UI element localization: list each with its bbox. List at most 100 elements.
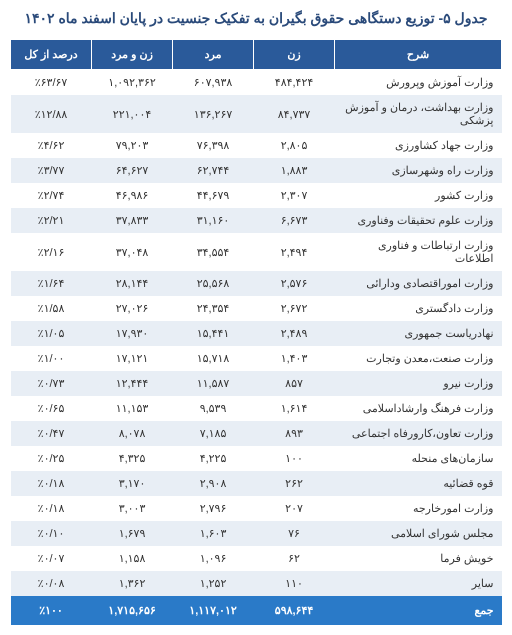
table-row: وزارت اموراقتصادی ودارائی۲,۵۷۶۲۵,۵۶۸۲۸,۱… (11, 271, 502, 296)
row-value: ٪۰/۰۸ (11, 571, 92, 596)
row-value: ۸۵۷ (254, 371, 335, 396)
table-row: وزارت صنعت،معدن وتجارت۱,۴۰۳۱۵,۷۱۸۱۷,۱۲۱٪… (11, 346, 502, 371)
row-value: ۷۶,۳۹۸ (173, 133, 254, 158)
row-value: ٪۰/۱۸ (11, 471, 92, 496)
col-header-total: زن و مرد (92, 40, 173, 70)
row-value: ۱۲,۴۴۴ (92, 371, 173, 396)
table-row: وزارت جهاد کشاورزی۲,۸۰۵۷۶,۳۹۸۷۹,۲۰۳٪۴/۶۲ (11, 133, 502, 158)
row-value: ٪۲/۷۴ (11, 183, 92, 208)
table-title: جدول ۵- توزیع دستگاهی حقوق بگیران به تفک… (10, 10, 502, 27)
table-row: خویش فرما۶۲۱,۰۹۶۱,۱۵۸٪۰/۰۷ (11, 546, 502, 571)
footer-female: ۵۹۸,۶۴۴ (254, 596, 335, 625)
table-row: وزارت علوم تحقیقات وفناوری۶,۶۷۳۳۱,۱۶۰۳۷,… (11, 208, 502, 233)
row-value: ٪۰/۲۵ (11, 446, 92, 471)
row-value: ٪۰/۷۳ (11, 371, 92, 396)
table-row: وزارت ارتباطات و فناوری اطلاعات۲,۴۹۴۳۴,۵… (11, 233, 502, 271)
row-value: ۴۴,۶۷۹ (173, 183, 254, 208)
row-value: ۱,۶۱۴ (254, 396, 335, 421)
row-desc: وزارت بهداشت، درمان و آموزش پزشکی (335, 95, 502, 133)
table-row: وزارت نیرو۸۵۷۱۱,۵۸۷۱۲,۴۴۴٪۰/۷۳ (11, 371, 502, 396)
row-value: ۸,۰۷۸ (92, 421, 173, 446)
row-value: ٪۱/۶۴ (11, 271, 92, 296)
distribution-table: شرح زن مرد زن و مرد درصد از کل وزارت آمو… (10, 39, 502, 625)
row-value: ۳۴,۵۵۴ (173, 233, 254, 271)
table-row: وزارت فرهنگ وارشاداسلامی۱,۶۱۴۹,۵۳۹۱۱,۱۵۳… (11, 396, 502, 421)
row-value: ۱۵,۷۱۸ (173, 346, 254, 371)
row-value: ۱۷,۱۲۱ (92, 346, 173, 371)
row-value: ۱۱,۱۵۳ (92, 396, 173, 421)
row-desc: قوه قضائیه (335, 471, 502, 496)
row-desc: وزارت علوم تحقیقات وفناوری (335, 208, 502, 233)
row-value: ۶۰۷,۹۳۸ (173, 70, 254, 96)
row-desc: وزارت راه وشهرسازی (335, 158, 502, 183)
row-value: ۲۲۱,۰۰۴ (92, 95, 173, 133)
row-desc: وزارت نیرو (335, 371, 502, 396)
table-row: وزارت تعاون،کارورفاه اجتماعی۸۹۳۷,۱۸۵۸,۰۷… (11, 421, 502, 446)
row-desc: مجلس شورای اسلامی (335, 521, 502, 546)
row-value: ٪۱/۰۰ (11, 346, 92, 371)
col-header-percent: درصد از کل (11, 40, 92, 70)
col-header-male: مرد (173, 40, 254, 70)
row-value: ۱,۰۹۲,۳۶۲ (92, 70, 173, 96)
table-row: نهادریاست جمهوری۲,۴۸۹۱۵,۴۴۱۱۷,۹۳۰٪۱/۰۵ (11, 321, 502, 346)
row-value: ۲۷,۰۲۶ (92, 296, 173, 321)
row-value: ۱۵,۴۴۱ (173, 321, 254, 346)
row-value: ۷۶ (254, 521, 335, 546)
row-desc: وزارت امورخارجه (335, 496, 502, 521)
table-footer-row: جمع ۵۹۸,۶۴۴ ۱,۱۱۷,۰۱۲ ۱,۷۱۵,۶۵۶ ٪۱۰۰ (11, 596, 502, 625)
row-value: ۱,۴۰۳ (254, 346, 335, 371)
row-value: ۳,۱۷۰ (92, 471, 173, 496)
row-desc: وزارت کشور (335, 183, 502, 208)
row-value: ۲,۵۷۶ (254, 271, 335, 296)
row-desc: نهادریاست جمهوری (335, 321, 502, 346)
row-value: ٪۰/۴۷ (11, 421, 92, 446)
row-value: ۲۶۲ (254, 471, 335, 496)
footer-percent: ٪۱۰۰ (11, 596, 92, 625)
row-value: ٪۶۳/۶۷ (11, 70, 92, 96)
table-row: وزارت دادگستری۲,۶۷۲۲۴,۳۵۴۲۷,۰۲۶٪۱/۵۸ (11, 296, 502, 321)
table-row: مجلس شورای اسلامی۷۶۱,۶۰۳۱,۶۷۹٪۰/۱۰ (11, 521, 502, 546)
row-value: ٪۰/۱۰ (11, 521, 92, 546)
row-desc: وزارت فرهنگ وارشاداسلامی (335, 396, 502, 421)
row-desc: سایر (335, 571, 502, 596)
row-value: ۲,۴۸۹ (254, 321, 335, 346)
row-value: ۱,۱۵۸ (92, 546, 173, 571)
row-value: ۲,۹۰۸ (173, 471, 254, 496)
row-desc: وزارت دادگستری (335, 296, 502, 321)
row-value: ۳۱,۱۶۰ (173, 208, 254, 233)
table-row: وزارت راه وشهرسازی۱,۸۸۳۶۲,۷۴۴۶۴,۶۲۷٪۳/۷۷ (11, 158, 502, 183)
row-value: ۱,۸۸۳ (254, 158, 335, 183)
row-value: ٪۲/۲۱ (11, 208, 92, 233)
row-value: ۳,۰۰۳ (92, 496, 173, 521)
row-value: ۴,۳۲۵ (92, 446, 173, 471)
row-value: ۱,۶۰۳ (173, 521, 254, 546)
row-value: ۳۷,۸۳۳ (92, 208, 173, 233)
table-row: وزارت آموزش وپرورش۴۸۴,۴۲۴۶۰۷,۹۳۸۱,۰۹۲,۳۶… (11, 70, 502, 96)
row-desc: وزارت ارتباطات و فناوری اطلاعات (335, 233, 502, 271)
row-desc: خویش فرما (335, 546, 502, 571)
table-row: سازمان‌های منحله۱۰۰۴,۲۲۵۴,۳۲۵٪۰/۲۵ (11, 446, 502, 471)
row-value: ۷۹,۲۰۳ (92, 133, 173, 158)
row-value: ۱۱۰ (254, 571, 335, 596)
row-value: ۹,۵۳۹ (173, 396, 254, 421)
row-value: ٪۱۲/۸۸ (11, 95, 92, 133)
row-value: ٪۰/۱۸ (11, 496, 92, 521)
row-value: ۸۹۳ (254, 421, 335, 446)
row-desc: وزارت صنعت،معدن وتجارت (335, 346, 502, 371)
row-value: ٪۳/۷۷ (11, 158, 92, 183)
col-header-female: زن (254, 40, 335, 70)
row-desc: وزارت آموزش وپرورش (335, 70, 502, 96)
row-value: ۷,۱۸۵ (173, 421, 254, 446)
row-value: ۴,۲۲۵ (173, 446, 254, 471)
table-row: سایر۱۱۰۱,۲۵۲۱,۳۶۲٪۰/۰۸ (11, 571, 502, 596)
row-value: ۶۴,۶۲۷ (92, 158, 173, 183)
row-value: ۸۴,۷۳۷ (254, 95, 335, 133)
row-desc: سازمان‌های منحله (335, 446, 502, 471)
row-value: ۱,۳۶۲ (92, 571, 173, 596)
table-row: وزارت بهداشت، درمان و آموزش پزشکی۸۴,۷۳۷۱… (11, 95, 502, 133)
row-value: ۳۷,۰۴۸ (92, 233, 173, 271)
row-value: ۲,۶۷۲ (254, 296, 335, 321)
row-value: ۲۰۷ (254, 496, 335, 521)
row-value: ۲۴,۳۵۴ (173, 296, 254, 321)
row-value: ۱۰۰ (254, 446, 335, 471)
